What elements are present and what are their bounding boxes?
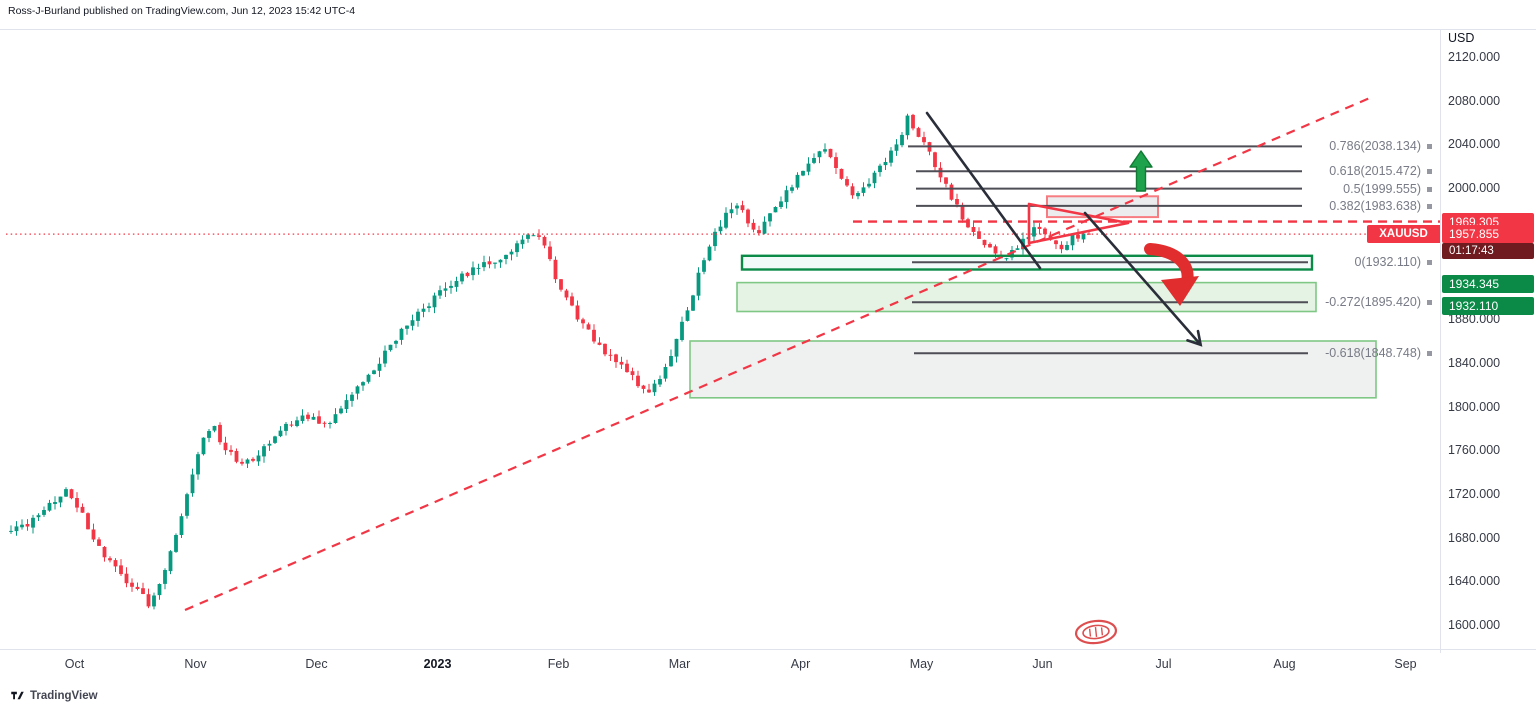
- fib-label-text: 0.618(2015.472): [1329, 164, 1421, 178]
- fib-line-marker: [1427, 186, 1432, 192]
- fib-label--0.272: -0.272(1895.420): [1325, 294, 1432, 310]
- price-tick-1720.000: 1720.000: [1448, 487, 1501, 501]
- fib-line-marker: [1427, 299, 1432, 305]
- red-down-arrow-head: [1161, 276, 1199, 306]
- support-level-badge-1934[interactable]: 1934.345: [1442, 275, 1534, 293]
- fib-label-text: 0.5(1999.555): [1343, 182, 1421, 196]
- tradingview-logo-icon: [11, 691, 24, 700]
- time-tick-Dec: Dec: [305, 657, 328, 671]
- price-axis[interactable]: USD 2120.000 2080.000 2040.000 2000.000 1880…: [1440, 0, 1536, 712]
- price-axis-border: [1440, 29, 1441, 653]
- attribution-text: Ross-J-Burland published on TradingView.…: [8, 5, 356, 17]
- bar-countdown-value: 01:17:43: [1449, 245, 1494, 257]
- fib-label-0.618: 0.618(2015.472): [1329, 163, 1432, 179]
- red-down-arrow-shaft: [1144, 243, 1194, 288]
- support-box-1848: [689, 340, 1377, 399]
- last-price-badge[interactable]: 1957.855: [1442, 225, 1534, 243]
- price-tick-1880.000: 1880.000: [1448, 312, 1501, 326]
- price-tick-1760.000: 1760.000: [1448, 443, 1501, 457]
- fib-label-0.5: 0.5(1999.555): [1343, 181, 1432, 197]
- time-tick-Apr: Apr: [790, 657, 811, 671]
- time-tick-Oct: Oct: [64, 657, 85, 671]
- last-price-value: 1957.855: [1449, 227, 1500, 241]
- time-tick-Feb: Feb: [547, 657, 570, 671]
- bar-countdown-badge: 01:17:43: [1442, 243, 1534, 259]
- fib-label--0.618: -0.618(1848.748): [1325, 345, 1432, 361]
- support-level-badge-1932-value: 1932.110: [1449, 299, 1499, 313]
- support-box-1895: [736, 281, 1317, 313]
- time-tick-Nov: Nov: [184, 657, 207, 671]
- time-tick-Mar: Mar: [668, 657, 691, 671]
- tradingview-logo[interactable]: TradingView: [10, 688, 98, 703]
- fib-line-marker: [1427, 143, 1432, 149]
- price-tick-1800.000: 1800.000: [1448, 400, 1501, 414]
- fib-line-marker: [1427, 259, 1432, 265]
- fib-line-marker: [1427, 350, 1432, 356]
- green-up-arrow: [1129, 150, 1153, 192]
- time-tick-Sep: Sep: [1394, 657, 1417, 671]
- time-tick-May: May: [909, 657, 934, 671]
- fib-label-text: 0(1932.110): [1354, 255, 1422, 269]
- fib-label-text: -0.272(1895.420): [1325, 295, 1421, 309]
- fib-label-text: 0.786(2038.134): [1329, 139, 1421, 153]
- time-tick-Aug: Aug: [1273, 657, 1296, 671]
- time-tick-Jul: Jul: [1155, 657, 1172, 671]
- price-tick-1840.000: 1840.000: [1448, 356, 1501, 370]
- support-level-badge-1934-value: 1934.345: [1449, 277, 1500, 291]
- fib-label-0: 0(1932.110): [1354, 254, 1432, 270]
- axis-currency-label: USD: [1448, 31, 1475, 45]
- time-tick-2023: 2023: [423, 657, 452, 671]
- support-level-badge-1932[interactable]: 1932.110: [1442, 297, 1534, 315]
- price-tick-1680.000: 1680.000: [1448, 531, 1501, 545]
- stamp-icon: [1074, 619, 1118, 645]
- fib-label-text: -0.618(1848.748): [1325, 346, 1421, 360]
- time-tick-Jun: Jun: [1032, 657, 1053, 671]
- price-tick-2000.000: 2000.000: [1448, 181, 1501, 195]
- time-axis[interactable]: Oct Nov Dec 2023 Feb Mar Apr May Jun Jul Aug Sep: [0, 649, 1440, 689]
- fib-label-0.786: 0.786(2038.134): [1329, 138, 1432, 154]
- tradingview-logo-text: TradingView: [30, 689, 98, 702]
- price-tick-2080.000: 2080.000: [1448, 94, 1501, 108]
- price-tick-2040.000: 2040.000: [1448, 137, 1501, 151]
- fib-line-marker: [1427, 203, 1432, 209]
- price-tick-2120.000: 2120.000: [1448, 50, 1501, 64]
- fib-label-0.382: 0.382(1983.638): [1329, 198, 1432, 214]
- fib-line-marker: [1427, 168, 1432, 174]
- price-tick-1640.000: 1640.000: [1448, 574, 1501, 588]
- symbol-name-badge[interactable]: XAUUSD: [1367, 225, 1440, 243]
- time-axis-border: [0, 649, 1536, 650]
- chart-top-border: [0, 29, 1536, 30]
- fib-label-text: 0.382(1983.638): [1329, 199, 1421, 213]
- symbol-name: XAUUSD: [1379, 228, 1428, 240]
- price-tick-1600.000: 1600.000: [1448, 618, 1501, 632]
